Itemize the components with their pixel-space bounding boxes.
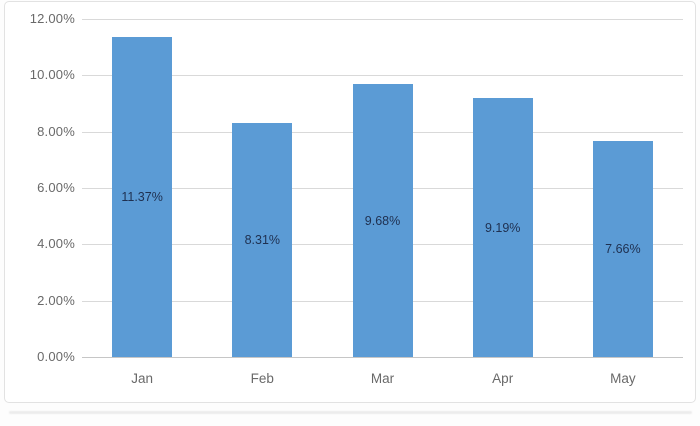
- x-axis-line: [82, 357, 683, 358]
- x-axis-category-label: Mar: [370, 371, 395, 386]
- y-axis-tick-label: 8.00%: [37, 123, 75, 139]
- gridline: [82, 19, 683, 20]
- x-axis-category-label: Feb: [250, 371, 274, 386]
- chart-frame: 0.00% 2.00% 4.00% 6.00% 8.00% 10.00% 12.00% 11.…: [4, 1, 696, 403]
- x-axis-category-label: Jan: [131, 371, 153, 386]
- y-axis-tick-label: 4.00%: [37, 236, 75, 252]
- bar-value-label: 7.66%: [605, 242, 641, 257]
- bar-value-label: 9.68%: [364, 213, 401, 228]
- bar-may: [592, 141, 653, 357]
- gridline: [82, 75, 683, 77]
- bar-jan: [112, 36, 173, 357]
- x-axis-category-label: Apr: [492, 371, 514, 386]
- y-axis-tick-label: 10.00%: [29, 67, 75, 83]
- bar-value-label: 8.31%: [244, 232, 281, 247]
- y-axis-tick-label: 0.00%: [37, 349, 75, 364]
- x-axis-category-label: May: [610, 371, 636, 386]
- page-bottom-shadow: [9, 411, 692, 414]
- bar-feb: [232, 122, 293, 357]
- plot-area: 0.00% 2.00% 4.00% 6.00% 8.00% 10.00% 12.00% 11.…: [5, 2, 695, 402]
- bar-value-label: 9.19%: [484, 220, 521, 235]
- bar-value-label: 11.37%: [121, 189, 163, 204]
- y-axis-tick-label: 12.00%: [29, 11, 75, 26]
- y-axis-tick-label: 2.00%: [37, 292, 75, 308]
- bar-mar: [352, 84, 413, 357]
- bar-apr: [472, 98, 533, 357]
- y-axis-tick-label: 6.00%: [37, 180, 75, 195]
